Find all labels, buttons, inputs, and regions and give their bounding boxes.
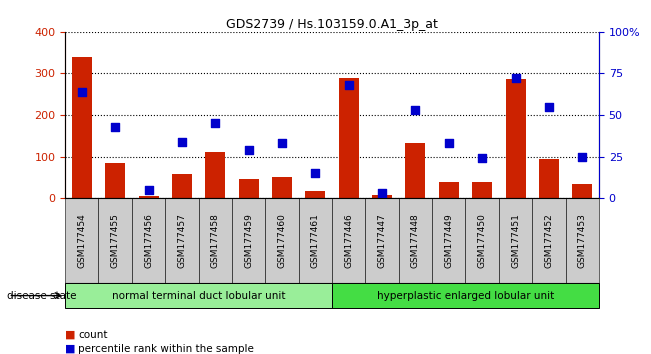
Text: GSM177461: GSM177461	[311, 213, 320, 268]
Text: GSM177448: GSM177448	[411, 213, 420, 268]
Bar	[533, 198, 566, 283]
Point	[577, 154, 587, 159]
Point	[110, 124, 120, 130]
Bar	[499, 198, 533, 283]
Text: percentile rank within the sample: percentile rank within the sample	[78, 344, 254, 354]
Point	[377, 190, 387, 196]
Text: hyperplastic enlarged lobular unit: hyperplastic enlarged lobular unit	[377, 291, 554, 301]
Point	[310, 171, 320, 176]
Text: GSM177456: GSM177456	[144, 213, 153, 268]
Bar	[406, 143, 426, 198]
Point	[210, 120, 221, 126]
Bar	[132, 198, 165, 283]
Bar	[205, 153, 225, 198]
Bar	[372, 195, 392, 198]
Point	[544, 104, 554, 110]
Bar	[239, 179, 258, 198]
Bar	[65, 283, 332, 308]
Bar	[139, 196, 159, 198]
Bar	[272, 177, 292, 198]
Bar	[232, 198, 266, 283]
Bar	[65, 198, 98, 283]
Bar	[365, 198, 398, 283]
Text: GSM177460: GSM177460	[277, 213, 286, 268]
Text: ■: ■	[65, 330, 76, 339]
Point	[477, 155, 488, 161]
Text: GSM177451: GSM177451	[511, 213, 520, 268]
Bar	[566, 198, 599, 283]
Text: GSM177447: GSM177447	[378, 213, 387, 268]
Title: GDS2739 / Hs.103159.0.A1_3p_at: GDS2739 / Hs.103159.0.A1_3p_at	[226, 18, 438, 31]
Text: normal terminal duct lobular unit: normal terminal duct lobular unit	[112, 291, 285, 301]
Text: GSM177459: GSM177459	[244, 213, 253, 268]
Bar	[98, 198, 132, 283]
Bar	[305, 191, 326, 198]
Bar	[332, 283, 599, 308]
Point	[344, 82, 354, 88]
Point	[277, 141, 287, 146]
Text: count: count	[78, 330, 107, 339]
Text: GSM177457: GSM177457	[177, 213, 186, 268]
Bar	[165, 198, 199, 283]
Bar	[432, 198, 465, 283]
Bar	[199, 198, 232, 283]
Text: GSM177446: GSM177446	[344, 213, 353, 268]
Point	[77, 89, 87, 95]
Text: disease state: disease state	[7, 291, 76, 301]
Bar	[299, 198, 332, 283]
Text: GSM177455: GSM177455	[111, 213, 120, 268]
Text: GSM177452: GSM177452	[544, 213, 553, 268]
Bar	[506, 79, 525, 198]
Bar	[539, 159, 559, 198]
Bar	[399, 198, 432, 283]
Text: GSM177458: GSM177458	[211, 213, 220, 268]
Bar	[266, 198, 299, 283]
Bar	[472, 182, 492, 198]
Point	[176, 139, 187, 144]
Bar	[439, 182, 459, 198]
Point	[410, 107, 421, 113]
Point	[143, 187, 154, 193]
Text: GSM177454: GSM177454	[77, 213, 87, 268]
Text: GSM177450: GSM177450	[478, 213, 487, 268]
Point	[243, 147, 254, 153]
Bar	[105, 163, 125, 198]
Point	[510, 76, 521, 81]
Bar	[72, 57, 92, 198]
Bar	[339, 78, 359, 198]
Text: GSM177449: GSM177449	[444, 213, 453, 268]
Text: GSM177453: GSM177453	[577, 213, 587, 268]
Text: ■: ■	[65, 344, 76, 354]
Bar	[172, 174, 192, 198]
Point	[443, 141, 454, 146]
Bar	[332, 198, 365, 283]
Bar	[465, 198, 499, 283]
Bar	[572, 184, 592, 198]
